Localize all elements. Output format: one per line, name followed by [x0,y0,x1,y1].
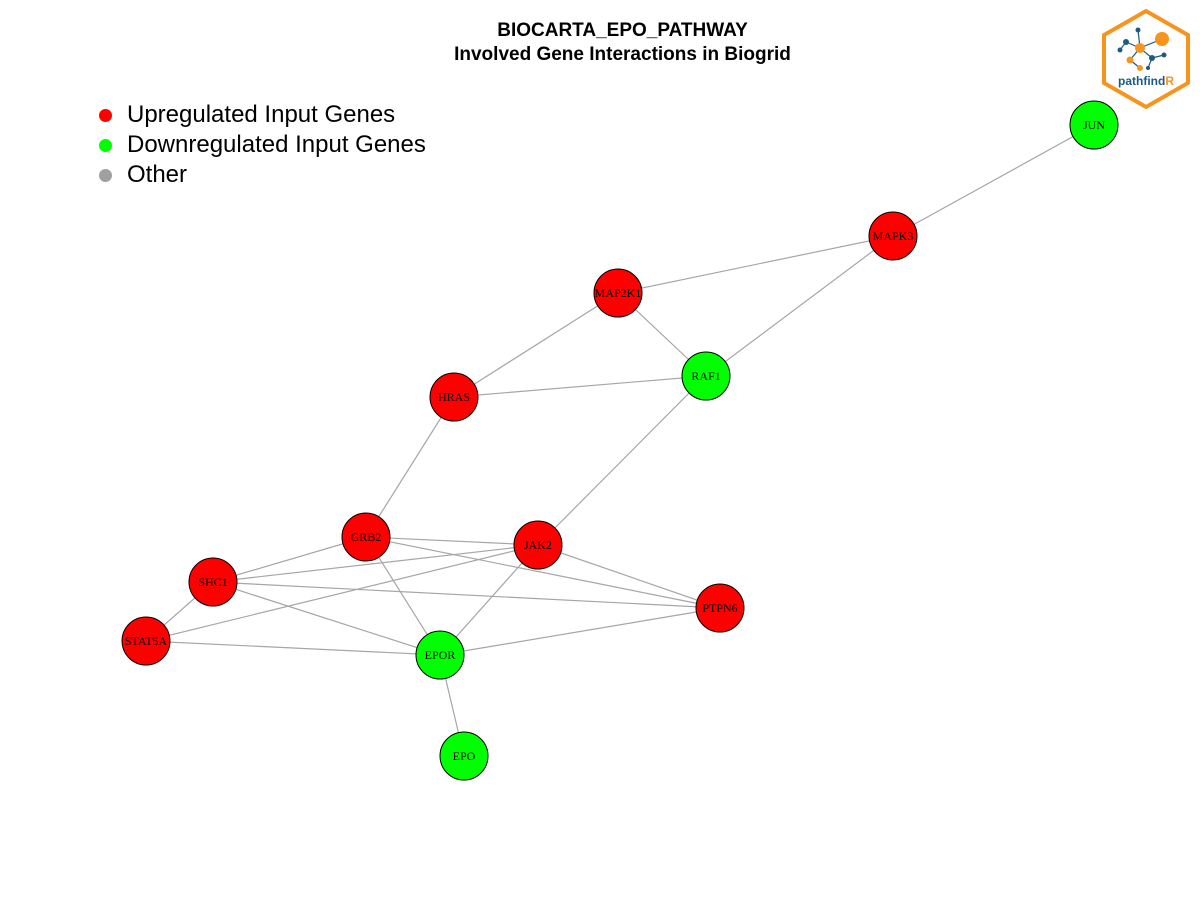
figure-title: BIOCARTA_EPO_PATHWAY [497,20,748,41]
edge-hras-raf1 [453,375,707,398]
gene-label-jak2: JAK2 [524,538,552,552]
edge-grb2-ptpn6 [365,536,721,609]
edge-grb2-jak2 [365,536,539,546]
gene-label-epor: EPOR [425,648,456,662]
edge-raf1-jak2 [537,375,707,546]
logo-network-nodes [1117,27,1169,71]
gene-label-raf1: RAF1 [691,369,720,383]
edge-map2k1-hras [453,292,619,398]
gene-label-map2k1: MAP2K1 [595,286,642,300]
gene-node-hras: HRAS [429,372,479,422]
gene-node-epor: EPOR [415,630,465,680]
gene-node-ptpn6: PTPN6 [695,583,745,633]
gene-label-epo: EPO [453,749,476,763]
edge-jak2-ptpn6 [537,544,721,609]
gene-circle-map2k1 [593,268,643,318]
gene-label-grb2: GRB2 [351,530,382,544]
gene-label-stat5a: STAT5A [125,634,168,648]
node-layer: JUN MAPK3 MAP2K1 RAF1 HRAS GRB2 JAK2 SHC1 PTPN6 S… [121,100,1119,781]
gene-circle-raf1 [681,351,731,401]
gene-node-shc1: SHC1 [188,557,238,607]
gene-circle-ptpn6 [695,583,745,633]
legend-item-other: Other [97,160,426,190]
gene-circle-jun [1069,100,1119,150]
edge-shc1-ptpn6 [212,581,721,609]
legend-item-upregulated: Upregulated Input Genes [97,100,426,130]
gene-label-mapk3: MAPK3 [873,229,914,243]
gene-circle-jak2 [513,520,563,570]
legend-dot-other [99,168,112,182]
edge-mapk3-map2k1 [617,235,894,294]
gene-label-ptpn6: PTPN6 [702,601,737,615]
edge-jak2-stat5a [145,544,539,642]
pathfindr-logo: pathfindR [1102,8,1190,110]
edge-mapk3-raf1 [705,235,894,377]
gene-circle-epo [439,731,489,781]
edge-jak2-shc1 [212,544,539,583]
gene-label-shc1: SHC1 [198,575,227,589]
legend: Upregulated Input Genes Downregulated In… [97,100,426,190]
gene-node-raf1: RAF1 [681,351,731,401]
gene-label-jun: JUN [1083,118,1105,132]
edge-layer [145,124,1095,757]
gene-node-stat5a: STAT5A [121,616,171,666]
gene-label-hras: HRAS [438,390,470,404]
legend-label-other: Other [127,161,188,188]
edge-jun-mapk3 [892,124,1095,237]
gene-circle-hras [429,372,479,422]
gene-node-grb2: GRB2 [341,512,391,562]
edge-epor-ptpn6 [439,607,721,656]
legend-dot-upregulated [99,108,112,122]
legend-label-downregulated: Downregulated Input Genes [127,131,426,158]
legend-dot-downregulated [99,138,112,152]
gene-circle-epor [415,630,465,680]
edge-shc1-epor [212,581,441,656]
gene-circle-grb2 [341,512,391,562]
edge-stat5a-epor [145,640,441,656]
legend-label-upregulated: Upregulated Input Genes [127,101,396,128]
gene-node-epo: EPO [439,731,489,781]
edge-hras-grb2 [365,396,455,538]
gene-node-jun: JUN [1069,100,1119,150]
gene-node-mapk3: MAPK3 [868,211,918,261]
logo-hexagon [1102,8,1190,110]
legend-item-downregulated: Downregulated Input Genes [97,130,426,160]
figure-subtitle: Involved Gene Interactions in Biogrid [454,44,791,65]
edge-jak2-epor [439,544,539,656]
logo-text: pathfindR [1118,74,1174,88]
gene-circle-shc1 [188,557,238,607]
gene-node-map2k1: MAP2K1 [593,268,643,318]
gene-node-jak2: JAK2 [513,520,563,570]
edge-grb2-shc1 [212,536,367,583]
gene-circle-stat5a [121,616,171,666]
gene-circle-mapk3 [868,211,918,261]
